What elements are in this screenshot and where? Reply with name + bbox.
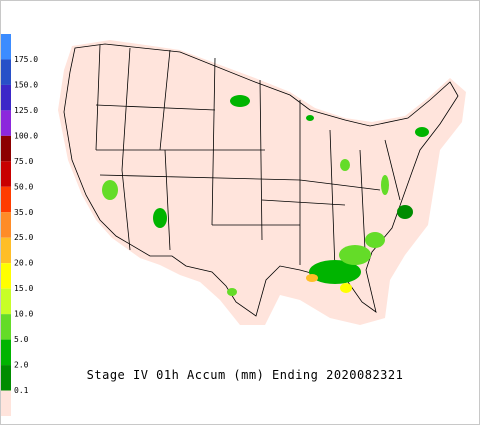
- legend-label: 35.0: [14, 208, 33, 217]
- legend-swatch: [1, 339, 11, 366]
- legend-swatch: [1, 84, 11, 111]
- legend-swatch: [1, 314, 11, 340]
- legend-label: 175.0: [14, 55, 38, 64]
- legend-label: 2.0: [14, 361, 29, 370]
- legend-label: 5.0: [14, 335, 29, 344]
- legend-swatch: [1, 390, 11, 416]
- legend-swatch: [1, 135, 11, 162]
- legend-label: 150.0: [14, 80, 38, 89]
- legend-swatch: [1, 263, 11, 289]
- legend-swatch: [1, 365, 11, 391]
- legend-swatch: [1, 212, 11, 238]
- legend-label: 0.1: [14, 386, 29, 395]
- legend-label: 50.0: [14, 182, 33, 191]
- legend-label: 25.0: [14, 233, 33, 242]
- legend-swatch: [1, 237, 11, 264]
- legend-label: 75.0: [14, 157, 33, 166]
- legend-swatch: [1, 59, 11, 85]
- map-title: Stage IV 01h Accum (mm) Ending 202008232…: [87, 368, 404, 382]
- legend-label: 10.0: [14, 310, 33, 319]
- legend-label: 100.0: [14, 131, 38, 140]
- legend: 175.0 150.0 125.0 100.0 75.0 50.0 35.0 25.0 20.0…: [1, 34, 38, 416]
- legend-swatch: [1, 110, 11, 136]
- precip-areas: [102, 95, 429, 296]
- legend-label: 125.0: [14, 106, 38, 115]
- legend-label: 20.0: [14, 259, 33, 268]
- legend-label: 15.0: [14, 284, 33, 293]
- legend-swatch: [1, 186, 11, 213]
- legend-swatch: [1, 161, 11, 187]
- state-boundaries: [63, 43, 459, 317]
- legend-swatch: [1, 288, 11, 315]
- legend-swatch: [1, 34, 11, 60]
